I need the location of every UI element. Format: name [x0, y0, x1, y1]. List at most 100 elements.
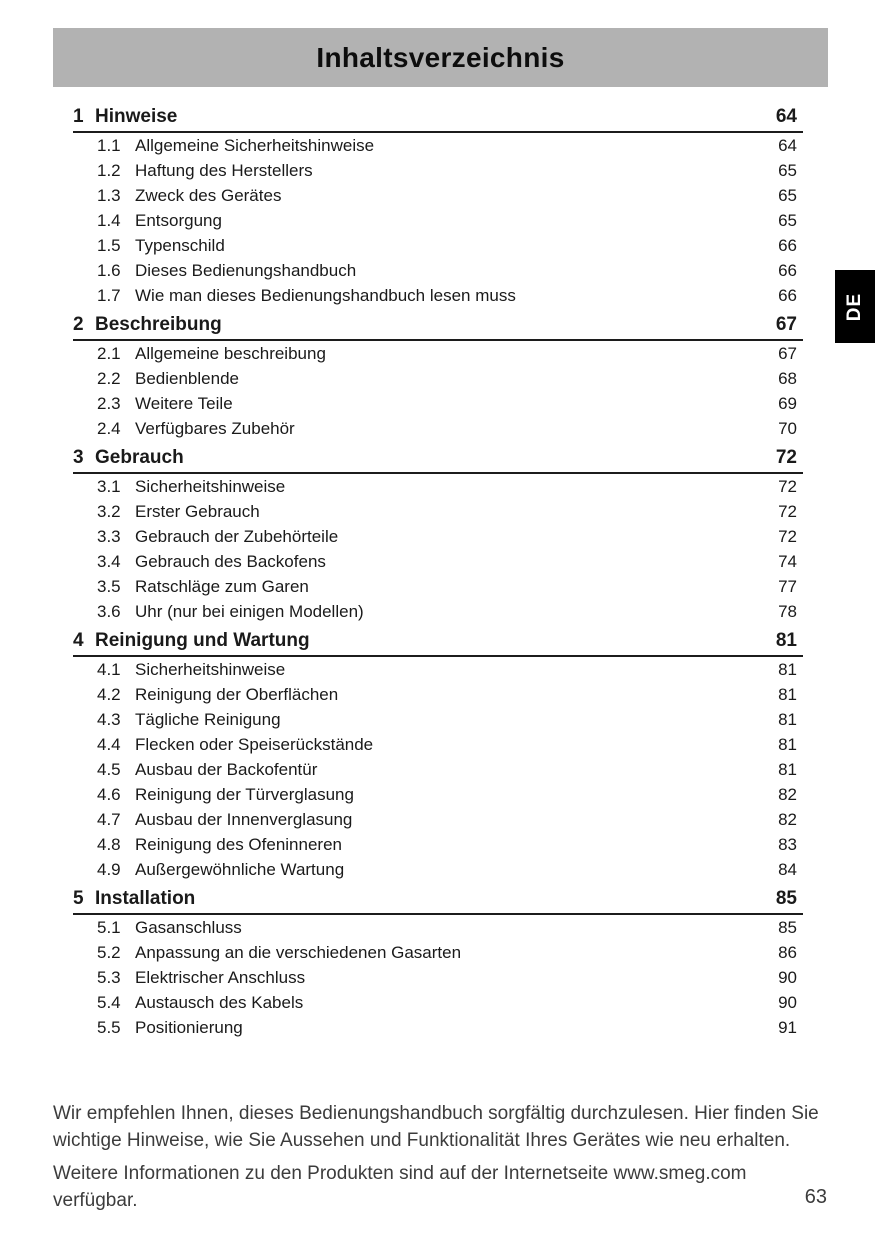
item-number: 5.4 [97, 992, 121, 1012]
item-page: 81 [778, 659, 797, 679]
chapter-number: 5 [73, 888, 84, 909]
item-title: Reinigung der Türverglasung [135, 784, 354, 804]
toc-item-row: 3.1 Sicherheitshinweise 72 [73, 474, 803, 499]
toc-item-row: 4.5 Ausbau der Backofentür 81 [73, 757, 803, 782]
item-number: 3.3 [97, 526, 121, 546]
item-number: 1.3 [97, 185, 121, 205]
toc-item-row: 2.4 Verfügbares Zubehör 70 [73, 416, 803, 441]
toc-item-row: 4.2 Reinigung der Oberflächen 81 [73, 682, 803, 707]
item-title: Bedienblende [135, 368, 239, 388]
toc-item-row: 3.3 Gebrauch der Zubehörteile 72 [73, 524, 803, 549]
item-number: 4.4 [97, 734, 121, 754]
toc-chapter-row: 4 Reinigung und Wartung 81 [73, 624, 803, 657]
toc-item-row: 3.2 Erster Gebrauch 72 [73, 499, 803, 524]
item-page: 66 [778, 285, 797, 305]
item-page: 81 [778, 709, 797, 729]
toc-item-row: 2.2 Bedienblende 68 [73, 366, 803, 391]
chapter-title: Installation [95, 888, 196, 909]
item-page: 83 [778, 834, 797, 854]
item-title: Weitere Teile [135, 393, 233, 413]
item-title: Elektrischer Anschluss [135, 967, 306, 987]
item-title: Gebrauch des Backofens [135, 551, 326, 571]
item-number: 2.2 [97, 368, 121, 388]
chapter-page: 85 [775, 888, 797, 909]
item-number: 5.5 [97, 1017, 121, 1037]
item-title: Allgemeine Sicherheitshinweise [135, 135, 375, 155]
toc-item-row: 5.3 Elektrischer Anschluss 90 [73, 965, 803, 990]
chapter-page: 72 [775, 447, 797, 468]
item-title: Reinigung des Ofeninneren [135, 834, 342, 854]
toc-item-row: 5.4 Austausch des Kabels 90 [73, 990, 803, 1015]
item-number: 3.2 [97, 501, 121, 521]
item-number: 3.4 [97, 551, 121, 571]
item-page: 72 [778, 526, 797, 546]
toc-item-row: 4.9 Außergewöhnliche Wartung 84 [73, 857, 803, 882]
item-page: 81 [778, 759, 797, 779]
item-number: 4.8 [97, 834, 121, 854]
chapter-number: 3 [73, 447, 84, 468]
item-number: 4.5 [97, 759, 121, 779]
chapter-title: Hinweise [95, 106, 178, 127]
toc-item-row: 2.1 Allgemeine beschreibung 67 [73, 341, 803, 366]
toc-item-row: 1.7 Wie man dieses Bedienungshandbuch les… [73, 283, 803, 308]
item-title: Typenschild [135, 235, 225, 255]
item-title: Ausbau der Innenverglasung [135, 809, 353, 829]
toc-item-row: 2.3 Weitere Teile 69 [73, 391, 803, 416]
toc-item-row: 5.2 Anpassung an die verschiedenen Gasart… [73, 940, 803, 965]
chapter-page: 67 [775, 314, 797, 335]
item-title: Reinigung der Oberflächen [135, 684, 339, 704]
item-page: 91 [778, 1017, 797, 1037]
toc-chapter-row: 1 Hinweise 64 [73, 100, 803, 133]
item-number: 4.7 [97, 809, 121, 829]
toc-item-row: 1.5 Typenschild 66 [73, 233, 803, 258]
item-title: Sicherheitshinweise [135, 476, 286, 496]
item-number: 3.1 [97, 476, 121, 496]
toc-item-row: 4.3 Tägliche Reinigung 81 [73, 707, 803, 732]
item-title: Allgemeine beschreibung [135, 343, 326, 363]
toc-item-row: 4.4 Flecken oder Speiserückstände 81 [73, 732, 803, 757]
item-number: 4.6 [97, 784, 121, 804]
item-title: Austausch des Kabels [135, 992, 304, 1012]
chapter-title: Reinigung und Wartung [95, 630, 310, 651]
item-number: 4.1 [97, 659, 121, 679]
item-title: Sicherheitshinweise [135, 659, 286, 679]
item-title: Uhr (nur bei einigen Modellen) [135, 601, 364, 621]
item-page: 81 [778, 734, 797, 754]
item-number: 5.1 [97, 917, 121, 937]
item-number: 4.2 [97, 684, 121, 704]
item-title: Positionierung [135, 1017, 243, 1037]
toc-chapter-row: 3 Gebrauch 72 [73, 441, 803, 474]
item-title: Außergewöhnliche Wartung [135, 859, 345, 879]
toc-item-row: 1.4 Entsorgung 65 [73, 208, 803, 233]
item-number: 1.1 [97, 135, 121, 155]
item-page: 72 [778, 476, 797, 496]
item-page: 77 [778, 576, 797, 596]
item-title: Verfügbares Zubehör [135, 418, 295, 438]
item-title: Flecken oder Speiserückstände [135, 734, 374, 754]
toc-item-row: 3.6 Uhr (nur bei einigen Modellen) 78 [73, 599, 803, 624]
toc-item-row: 1.2 Haftung des Herstellers 65 [73, 158, 803, 183]
item-number: 1.2 [97, 160, 121, 180]
item-page: 81 [778, 684, 797, 704]
item-number: 5.3 [97, 967, 121, 987]
item-number: 1.4 [97, 210, 121, 230]
header-banner: Inhaltsverzeichnis [53, 28, 828, 87]
item-number: 3.6 [97, 601, 121, 621]
toc-item-row: 1.1 Allgemeine Sicherheitshinweise 64 [73, 133, 803, 158]
item-title: Zweck des Gerätes [135, 185, 282, 205]
footer-note: Wir empfehlen Ihnen, dieses Bedienungsha… [53, 1100, 831, 1214]
item-title: Entsorgung [135, 210, 222, 230]
item-page: 72 [778, 501, 797, 521]
item-number: 1.7 [97, 285, 121, 305]
toc-item-row: 5.1 Gasanschluss 85 [73, 915, 803, 940]
toc-item-row: 5.5 Positionierung 91 [73, 1015, 803, 1040]
item-number: 5.2 [97, 942, 121, 962]
item-page: 84 [778, 859, 797, 879]
item-page: 69 [778, 393, 797, 413]
item-page: 82 [778, 809, 797, 829]
toc-item-row: 4.6 Reinigung der Türverglasung 82 [73, 782, 803, 807]
item-number: 2.4 [97, 418, 121, 438]
item-page: 64 [778, 135, 797, 155]
item-number: 4.9 [97, 859, 121, 879]
item-page: 90 [778, 967, 797, 987]
